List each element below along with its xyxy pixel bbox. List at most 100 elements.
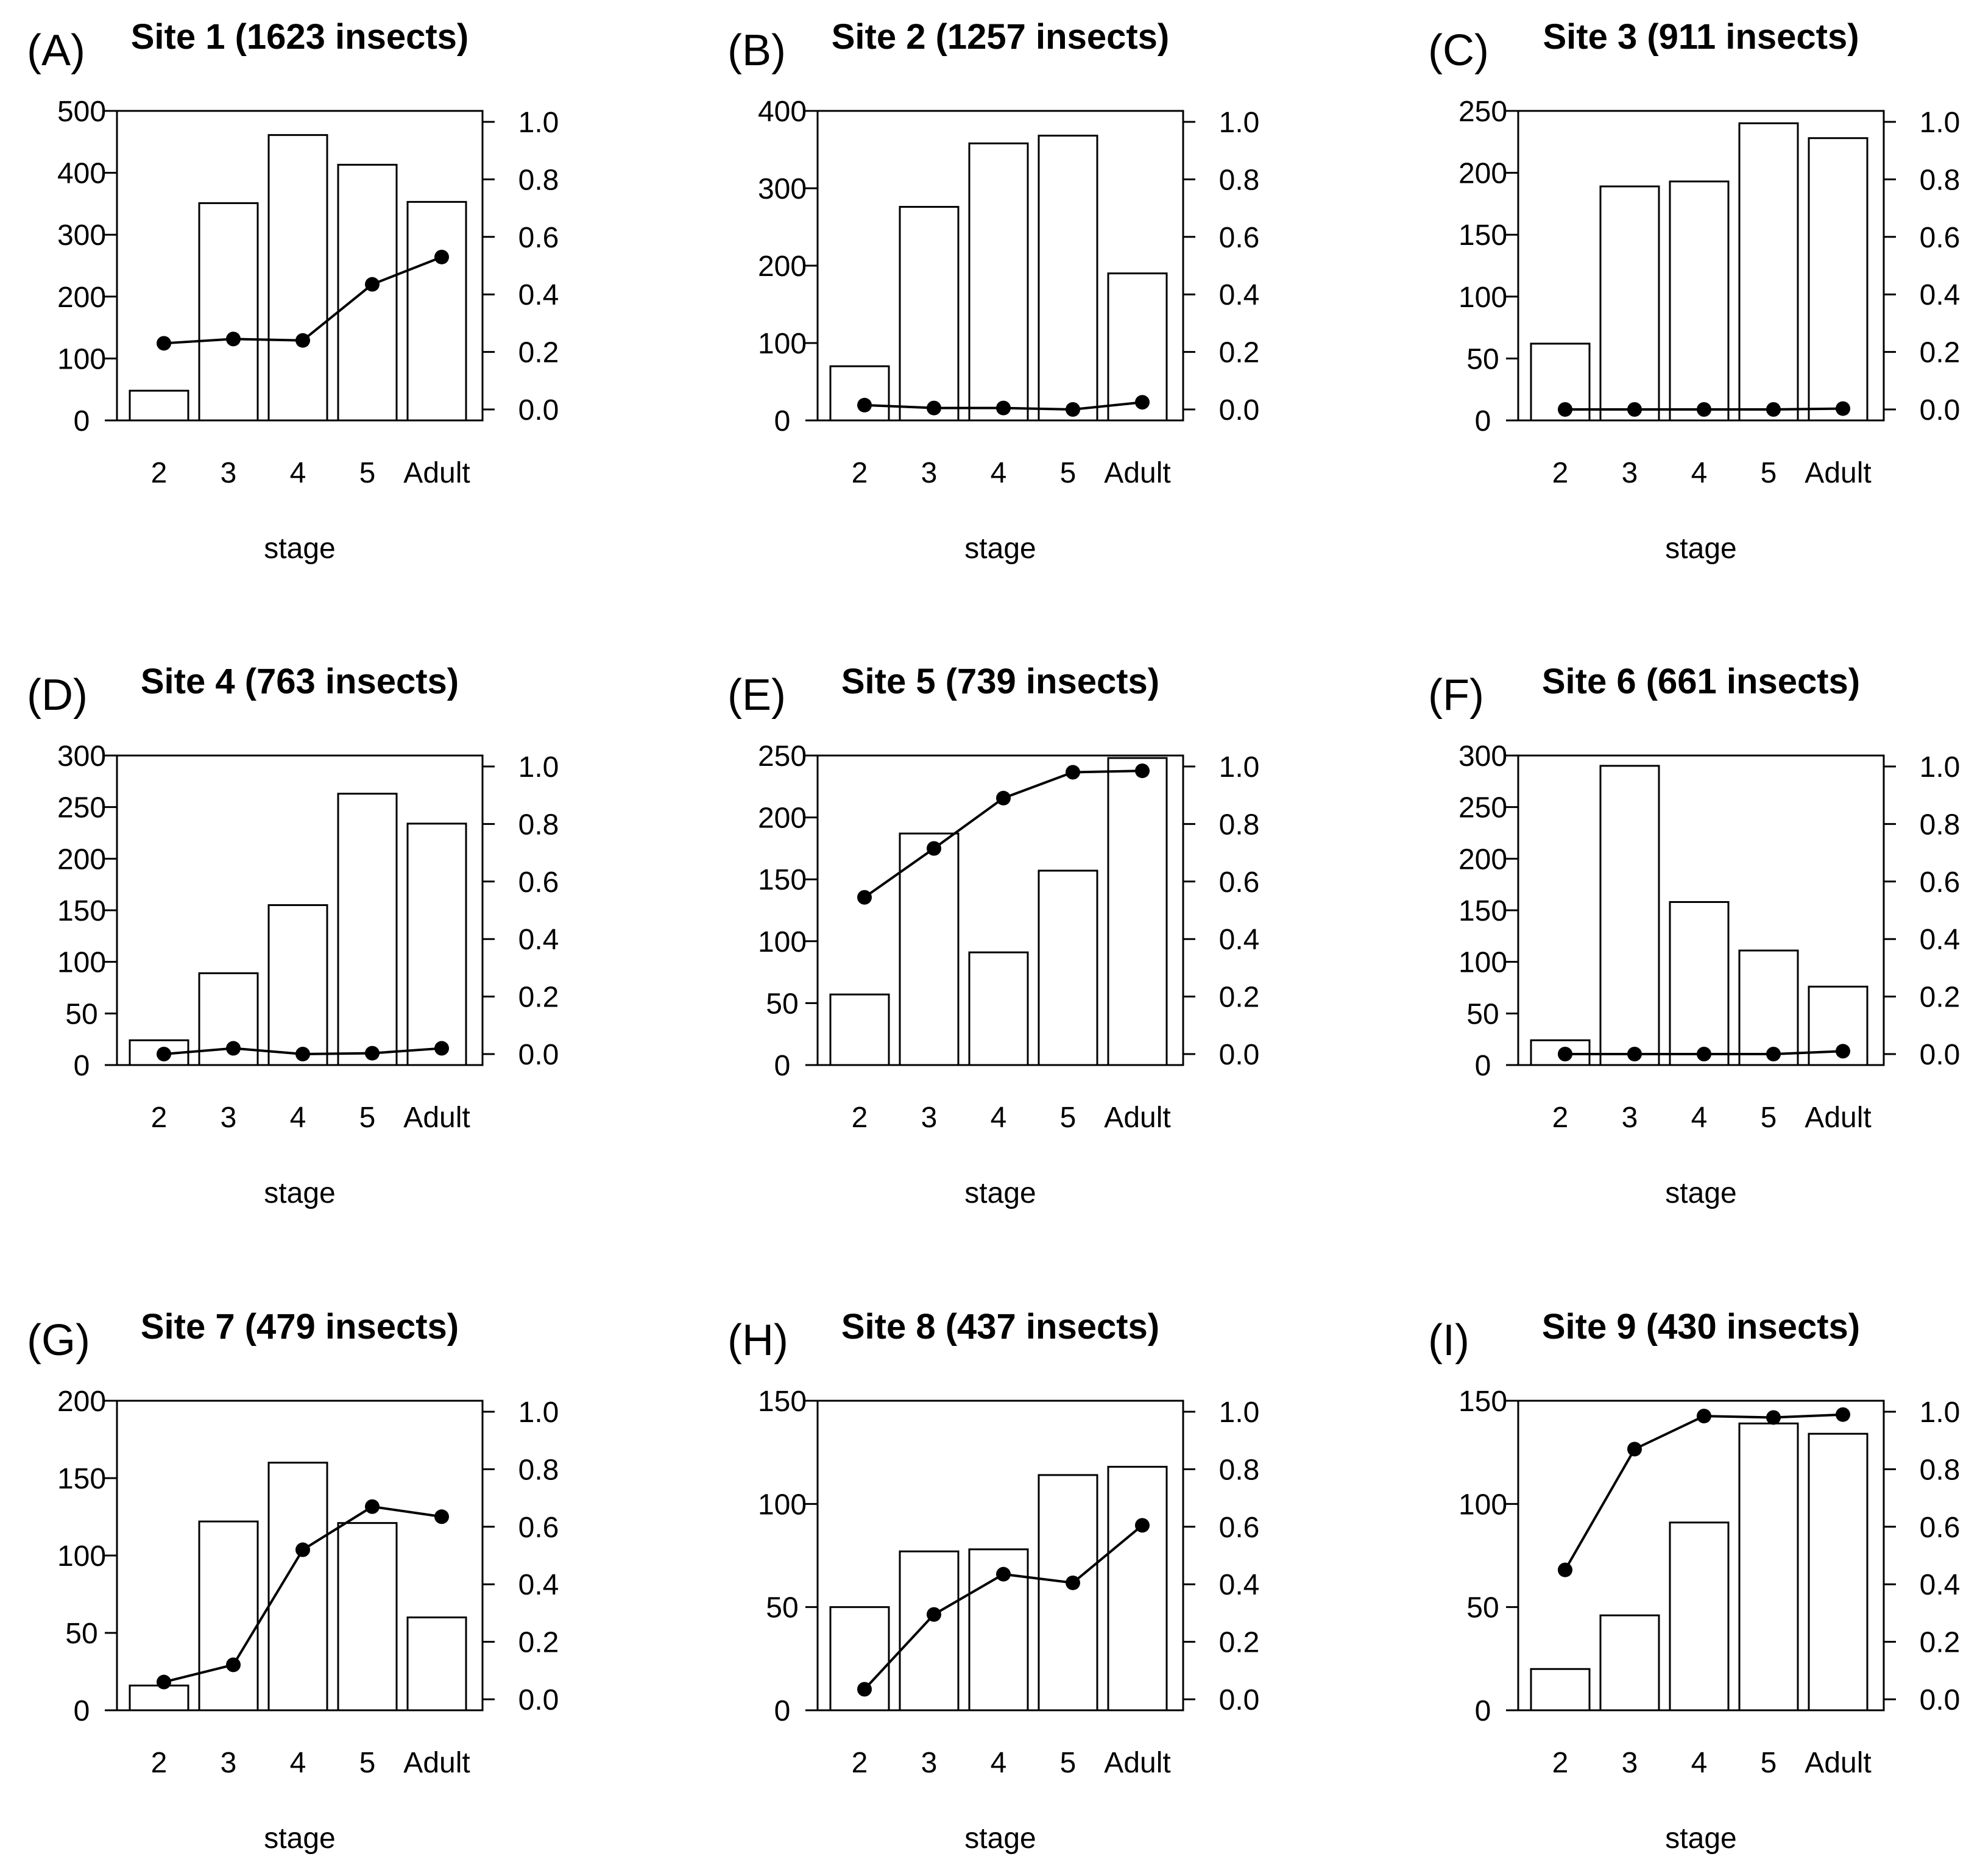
left-axis-tick-label: 150 <box>1458 895 1507 927</box>
bar-5 <box>337 163 398 422</box>
right-axis-tick-label: 0.8 <box>1219 809 1260 841</box>
left-axis-tick-label: 200 <box>1458 158 1507 190</box>
x-tick-label: 5 <box>1761 457 1777 489</box>
right-axis-tick-label: 1.0 <box>1920 751 1961 784</box>
left-axis-tick-label: 300 <box>57 219 106 252</box>
right-axis-tick-label: 0.2 <box>1219 982 1260 1014</box>
proportion-point-adult <box>1836 1044 1850 1059</box>
right-axis-tick-label: 0.4 <box>1219 924 1260 956</box>
right-axis-tick-label: 0.8 <box>1920 164 1961 196</box>
bar-adult <box>1808 1432 1869 1711</box>
left-axis-tick-label: 150 <box>758 1386 807 1418</box>
proportion-point-5 <box>365 277 380 292</box>
left-axis-tick-label: 100 <box>57 1540 106 1573</box>
x-tick-label: 4 <box>1691 1747 1708 1779</box>
proportion-point-4 <box>295 1542 310 1557</box>
chart-panel-9: (I) Site 9 (430 insects) 0 50 100 150 0.0 0.2 0.… <box>1428 1307 1960 1855</box>
left-axis-tick-label: 200 <box>758 802 807 835</box>
right-axis-tick-label: 0.0 <box>518 1039 559 1071</box>
right-axis-tick-label: 0.0 <box>1219 394 1260 427</box>
x-tick-label: 3 <box>1622 1102 1638 1134</box>
right-axis-tick-label: 0.2 <box>1219 1627 1260 1659</box>
proportion-point-3 <box>927 1607 941 1622</box>
right-axis-tick-label: 0.8 <box>518 809 559 841</box>
right-axis-tick-label: 0.4 <box>518 1569 559 1601</box>
left-axis-tick-label: 250 <box>1458 792 1507 824</box>
bar-adult <box>1107 1465 1168 1711</box>
left-axis-tick-label: 100 <box>1458 281 1507 314</box>
left-axis-tick-label: 50 <box>1466 998 1499 1030</box>
right-axis-tick-label: 0.6 <box>1920 222 1961 254</box>
panel-letter: (E) <box>727 671 786 720</box>
proportion-point-5 <box>365 1046 380 1061</box>
left-axis-tick-label: 200 <box>57 1386 106 1418</box>
right-axis-tick-label: 0.2 <box>1920 1627 1961 1659</box>
left-axis-tick-label: 400 <box>758 96 807 128</box>
right-axis-tick-label: 1.0 <box>1920 1396 1961 1429</box>
bar-3 <box>1599 185 1660 422</box>
chart-title: Site 9 (430 insects) <box>1542 1307 1860 1347</box>
bar-5 <box>337 1522 398 1711</box>
panel-letter: (F) <box>1428 671 1484 720</box>
x-tick-label: 5 <box>359 457 376 489</box>
chart-panel-3: (C) Site 3 (911 insects) 0 50 100 150 200 250 0.… <box>1428 17 1960 565</box>
right-axis-tick-label: 0.8 <box>1920 1454 1961 1486</box>
proportion-point-adult <box>434 249 449 264</box>
right-axis-tick-label: 0.4 <box>1920 279 1961 311</box>
right-axis-tick-label: 0.6 <box>1920 1512 1961 1544</box>
proportion-point-5 <box>1766 402 1781 417</box>
bar-5 <box>1038 135 1098 422</box>
x-axis-label: stage <box>964 533 1036 565</box>
x-tick-label: 3 <box>1622 457 1638 489</box>
left-axis-tick-label: 100 <box>57 343 106 375</box>
x-axis-label: stage <box>964 1822 1036 1855</box>
right-axis-tick-label: 0.6 <box>1219 222 1260 254</box>
x-tick-label: 3 <box>921 457 938 489</box>
right-axis-tick-label: 1.0 <box>1219 1396 1260 1429</box>
bar-3 <box>1599 765 1660 1066</box>
x-tick-label: Adult <box>1104 1747 1170 1779</box>
x-tick-label: 2 <box>1552 1747 1569 1779</box>
right-axis-tick-label: 0.4 <box>1920 1569 1961 1601</box>
x-axis-label: stage <box>264 1822 335 1855</box>
left-axis-tick-label: 150 <box>57 1463 106 1495</box>
left-axis-tick-label: 150 <box>1458 1386 1507 1418</box>
x-tick-label: 5 <box>359 1747 376 1779</box>
x-tick-label: 2 <box>151 1747 168 1779</box>
left-axis-tick-label: 0 <box>774 1050 791 1082</box>
x-tick-label: 5 <box>359 1102 376 1134</box>
panel-letter: (G) <box>27 1316 90 1365</box>
proportion-point-adult <box>1135 1518 1150 1533</box>
right-axis-tick-label: 0.8 <box>1219 164 1260 196</box>
left-axis-tick-label: 250 <box>1458 96 1507 128</box>
right-axis-tick-label: 0.6 <box>1219 1512 1260 1544</box>
chart-panel-8: (H) Site 8 (437 insects) 0 50 100 150 0.0 0.2 0.… <box>727 1307 1259 1855</box>
left-axis-tick-label: 50 <box>766 988 798 1020</box>
right-axis-tick-label: 0.8 <box>1920 809 1961 841</box>
right-axis-tick-label: 0.2 <box>1219 337 1260 369</box>
left-axis-tick-label: 100 <box>758 926 807 958</box>
left-axis-tick-label: 100 <box>1458 947 1507 979</box>
x-tick-label: 3 <box>921 1747 938 1779</box>
left-axis-tick-label: 50 <box>1466 343 1499 375</box>
left-axis-tick-label: 0 <box>74 405 90 437</box>
left-axis-tick-label: 200 <box>1458 843 1507 876</box>
panel-letter: (C) <box>1428 26 1489 75</box>
x-tick-label: Adult <box>1805 1102 1871 1134</box>
left-axis-tick-label: 200 <box>57 843 106 876</box>
right-axis-tick-label: 0.6 <box>518 222 559 254</box>
chart-title: Site 7 (479 insects) <box>141 1307 459 1347</box>
right-axis-tick-label: 1.0 <box>1219 751 1260 784</box>
x-tick-label: 3 <box>221 457 237 489</box>
right-axis-tick-label: 1.0 <box>1219 107 1260 139</box>
bar-5 <box>337 793 398 1066</box>
bar-3 <box>198 202 259 422</box>
right-axis-tick-label: 0.0 <box>1219 1039 1260 1071</box>
bar-5 <box>1738 949 1799 1066</box>
proportion-point-4 <box>996 1566 1011 1582</box>
proportion-point-2 <box>157 1674 171 1690</box>
panel-letter: (A) <box>27 26 85 75</box>
x-tick-label: 2 <box>1552 457 1569 489</box>
proportion-point-5 <box>1066 1575 1080 1590</box>
